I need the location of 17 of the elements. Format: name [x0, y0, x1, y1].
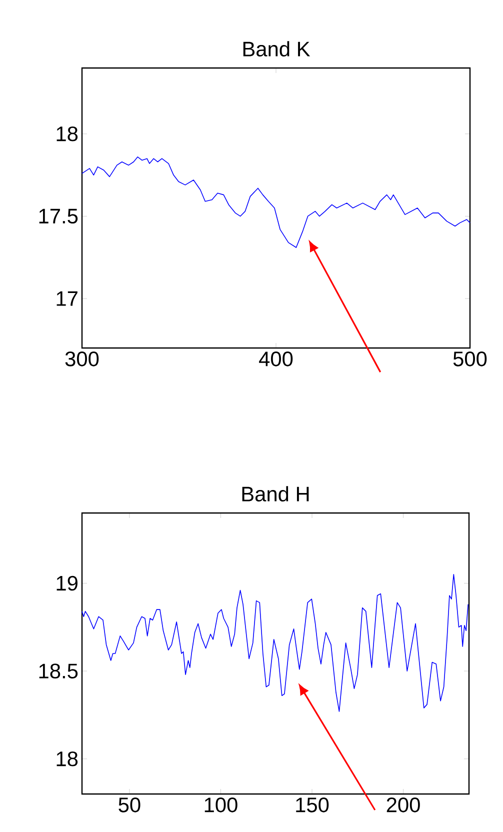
x-tick-label: 200 — [386, 798, 420, 812]
x-tick-label: 300 — [65, 352, 99, 366]
y-tick-label: 18 — [56, 126, 78, 142]
y-tick-label: 17.5 — [39, 208, 78, 224]
x-tick-label: 500 — [453, 352, 487, 366]
chart-title: Band H — [242, 486, 309, 502]
line-series — [82, 574, 468, 712]
y-tick-label: 18 — [56, 751, 78, 766]
x-tick-label: 50 — [118, 798, 140, 812]
line-series — [82, 156, 470, 248]
y-tick-label: 19 — [56, 576, 78, 591]
y-tick-label: 18.5 — [39, 664, 78, 678]
x-tick-label: 400 — [259, 352, 293, 366]
chart-title: Band K — [243, 41, 310, 56]
x-tick-label: 100 — [204, 798, 238, 812]
x-tick-label: 150 — [296, 798, 329, 812]
y-tick-label: 17 — [56, 291, 78, 306]
